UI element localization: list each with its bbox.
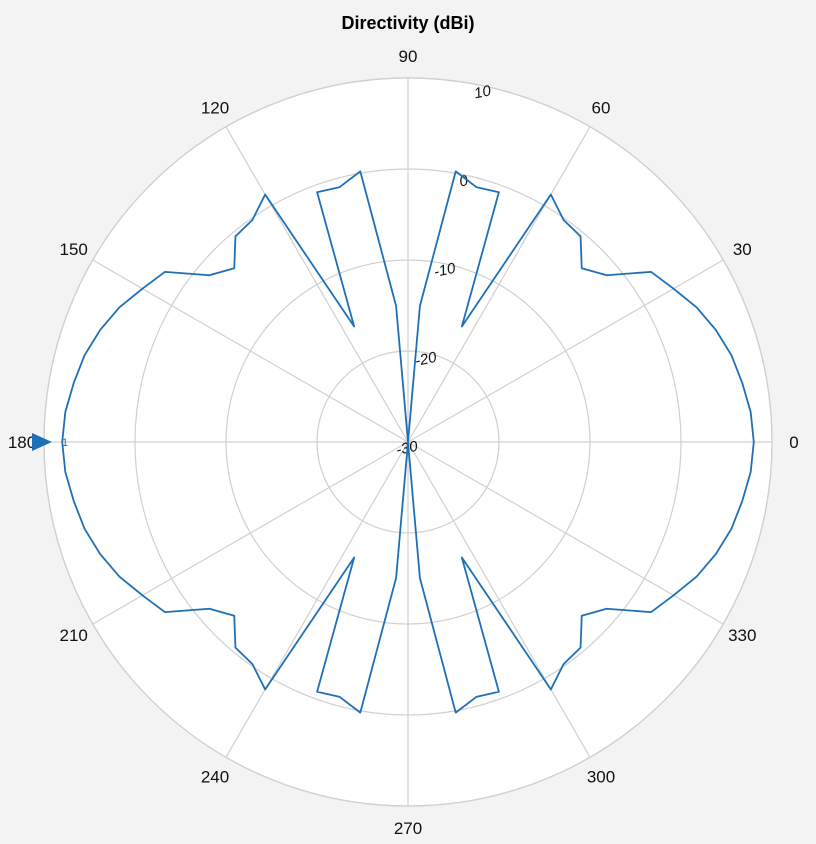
radial-tick-label: -10 [432, 260, 457, 281]
grid-spoke-2 [407, 126, 591, 443]
radial-tick-label: 10 [473, 82, 493, 102]
angle-tick-label: 30 [733, 240, 752, 259]
angle-tick-label: 210 [60, 626, 88, 645]
peak-marker[interactable] [32, 433, 52, 451]
grid-spoke-1 [407, 259, 724, 443]
grid-spoke-4 [225, 126, 409, 443]
angle-tick-label: 120 [201, 99, 229, 118]
grid-spoke-5 [92, 259, 409, 443]
radial-tick-label: -20 [413, 349, 438, 370]
marker-layer[interactable]: 1 [32, 433, 68, 451]
grid-spoke-7 [92, 441, 409, 625]
angle-tick-label: 60 [592, 99, 611, 118]
angle-tick-label: 300 [587, 767, 615, 786]
angle-tick-label: 240 [201, 767, 229, 786]
angle-tick-label: 90 [399, 47, 418, 66]
angle-tick-label: 0 [789, 433, 798, 452]
series-layer [61, 170, 755, 714]
chart-title: Directivity (dBi) [341, 13, 474, 33]
angle-tick-labels: 0 30 60 90 120 150 180 210 240 270 300 330 [8, 47, 799, 838]
angle-tick-label: 270 [394, 819, 422, 838]
series-line-0 [61, 170, 755, 714]
peak-marker-label: 1 [62, 437, 68, 449]
polar-grid [43, 77, 773, 807]
angle-tick-label: 180 [8, 433, 36, 452]
angle-tick-label: 150 [60, 240, 88, 259]
grid-spoke-10 [407, 441, 591, 758]
grid-spoke-11 [407, 441, 724, 625]
angle-tick-label: 330 [728, 626, 756, 645]
grid-spoke-8 [225, 441, 409, 758]
